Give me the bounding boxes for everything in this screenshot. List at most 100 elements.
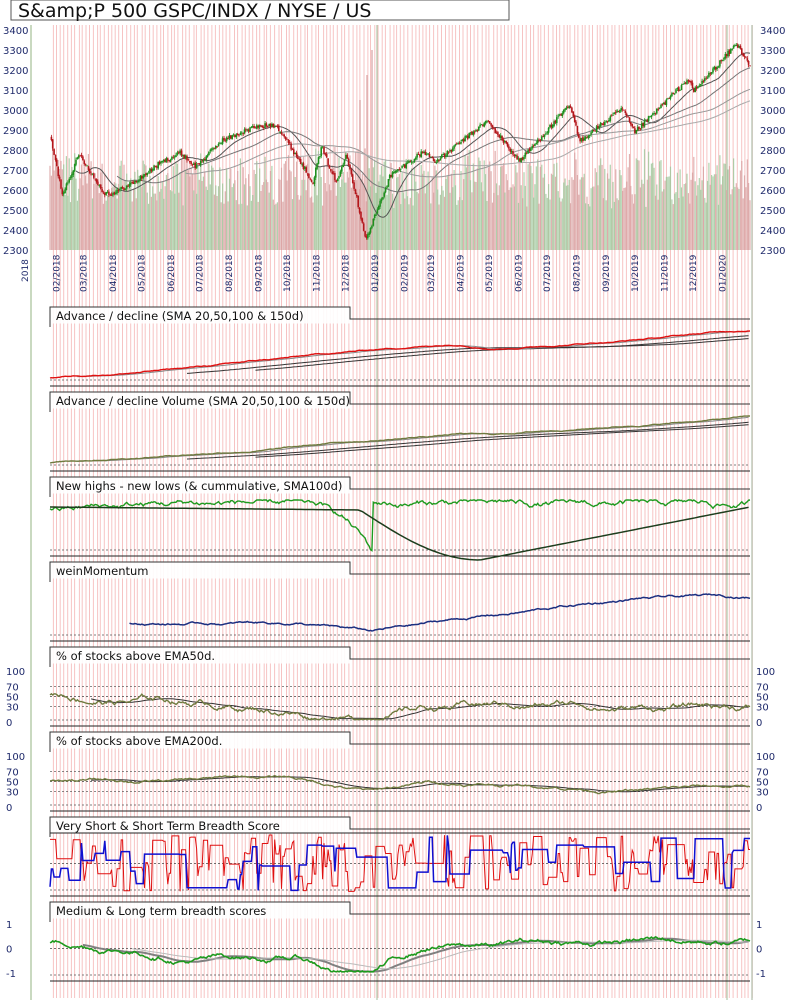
price-tick-right: 2800: [760, 146, 785, 157]
candle-body: [90, 173, 92, 175]
pct-tick-right: 70: [756, 767, 769, 778]
panel-tab: [50, 732, 350, 749]
month-label: 10/2018: [283, 254, 293, 292]
month-label: 12/2018: [341, 254, 351, 292]
price-tick-right: 2500: [760, 206, 785, 217]
candle-body: [710, 72, 713, 74]
candle-body: [454, 144, 457, 146]
candle-body: [94, 178, 96, 180]
candle-body: [480, 124, 483, 126]
candle-body: [97, 181, 99, 185]
candle-body: [384, 188, 387, 193]
candle-body: [206, 155, 209, 158]
candle-body: [461, 139, 464, 142]
candle-body: [345, 154, 347, 160]
candle-body: [695, 86, 698, 89]
panel-tab: [50, 902, 350, 919]
pct-tick-right: 30: [756, 703, 769, 714]
candle-body: [382, 197, 384, 200]
candle-body: [361, 218, 364, 223]
candle-body: [306, 173, 309, 175]
panel-title: weinMomentum: [56, 564, 149, 578]
candle-body: [194, 162, 196, 169]
candle-body: [128, 183, 131, 187]
candle-body: [87, 166, 90, 170]
candle-body: [632, 126, 635, 128]
price-tick-left: 2500: [3, 206, 28, 217]
candle-body: [627, 116, 629, 118]
candle-body: [482, 124, 484, 126]
panel-title: Advance / decline Volume (SMA 20,50,100 …: [56, 394, 350, 408]
candle-body: [515, 155, 517, 156]
candle-body: [705, 77, 707, 79]
candle-body: [394, 171, 396, 173]
candle-body: [543, 134, 546, 138]
candle-body: [595, 126, 598, 133]
candle-body: [609, 116, 612, 121]
candle-body: [93, 173, 95, 178]
candle-body: [243, 129, 246, 134]
candle-body: [420, 151, 422, 157]
candle-body: [260, 125, 262, 127]
candle-body: [210, 149, 213, 151]
candle-body: [586, 137, 588, 139]
candle-body: [638, 126, 640, 129]
candle-body: [528, 149, 531, 151]
candle-body: [135, 180, 138, 182]
candle-body: [409, 161, 412, 163]
candle-body: [354, 189, 357, 195]
candle-body: [383, 192, 385, 197]
candle-body: [173, 156, 176, 158]
candle-body: [713, 66, 716, 69]
candle-body: [65, 183, 68, 191]
panel-tab: [50, 307, 350, 324]
candle-body: [347, 158, 350, 166]
candle-body: [76, 157, 79, 160]
month-label: 05/2019: [485, 254, 495, 292]
candle-body: [660, 104, 662, 109]
candle-body: [746, 58, 749, 61]
candle-body: [360, 211, 362, 219]
candle-body: [724, 54, 727, 59]
candle-body: [678, 87, 680, 92]
candle-body: [541, 136, 543, 141]
candle-body: [106, 191, 109, 193]
candle-body: [651, 113, 654, 115]
candle-body: [625, 113, 628, 116]
candle-body: [83, 160, 85, 164]
candle-body: [113, 192, 116, 194]
candle-body: [71, 174, 73, 178]
month-label: 04/2019: [457, 254, 467, 292]
candle-body: [131, 182, 133, 183]
candle-body: [487, 121, 490, 123]
indicator-line: [129, 593, 751, 632]
indicator-sma-line: [186, 335, 749, 374]
candle-body: [286, 139, 288, 140]
candle-body: [117, 190, 120, 191]
pct-tick-right: 50: [756, 778, 769, 789]
candle-body: [119, 189, 121, 191]
candle-body: [650, 115, 653, 117]
indicator-line: [49, 330, 751, 379]
candle-body: [516, 155, 518, 160]
candle-body: [697, 86, 699, 89]
candle-body: [493, 127, 495, 129]
candle-body: [253, 126, 255, 129]
candle-body: [532, 145, 535, 147]
candle-body: [580, 137, 583, 142]
candle-body: [310, 179, 313, 182]
candle-body: [101, 189, 103, 193]
candle-body: [95, 179, 98, 183]
pct-tick-right: 0: [756, 803, 762, 814]
candle-body: [641, 123, 643, 129]
candle-body: [739, 46, 742, 49]
candle-body: [712, 68, 714, 73]
candle-body: [357, 195, 359, 208]
pct-tick-right: 50: [756, 693, 769, 704]
candle-body: [282, 134, 284, 136]
price-tick-left: 3200: [3, 66, 28, 77]
candle-body: [180, 150, 183, 156]
month-label: 07/2018: [196, 254, 206, 292]
candle-body: [649, 116, 651, 118]
